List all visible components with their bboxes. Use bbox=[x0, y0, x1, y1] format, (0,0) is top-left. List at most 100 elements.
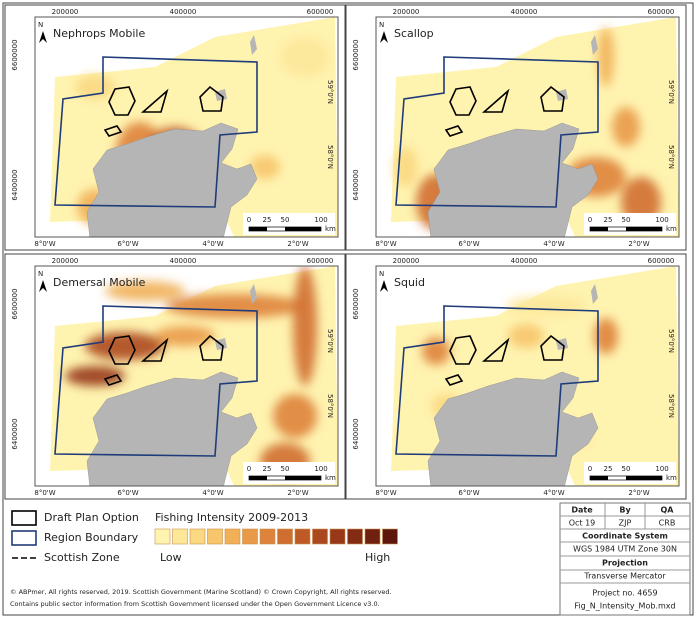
intensity-swatch bbox=[242, 528, 258, 545]
bottom-tick-label: 8°0'W bbox=[34, 240, 55, 248]
map-frame bbox=[375, 16, 680, 238]
top-tick-label: 600000 bbox=[307, 257, 334, 265]
map-panel: Demersal Mobile N 200000 400000 600000 660000… bbox=[4, 253, 346, 500]
right-tick-label: 59°0'N bbox=[667, 329, 675, 353]
top-tick-label: 200000 bbox=[393, 257, 420, 265]
right-tick-label: 58°0'N bbox=[326, 394, 334, 418]
info-value: ZJP bbox=[619, 519, 632, 528]
credit: Contains public sector information from … bbox=[10, 600, 380, 608]
right-tick-label: 58°0'N bbox=[667, 145, 675, 169]
draft-plan-option bbox=[199, 334, 224, 361]
bottom-tick-label: 6°0'W bbox=[117, 489, 138, 497]
intensity-swatch bbox=[224, 528, 241, 545]
north-label: N bbox=[38, 270, 43, 278]
scale-label: 100 bbox=[655, 465, 668, 473]
north-arrow bbox=[380, 280, 388, 292]
scale-bar-fill bbox=[626, 227, 662, 231]
draft-plan-option bbox=[140, 337, 169, 362]
info-value: Project no. 4659 bbox=[592, 589, 657, 598]
map-frame bbox=[34, 265, 339, 487]
scale-label: 0 bbox=[247, 465, 251, 473]
intensity-swatch bbox=[259, 528, 276, 545]
info-value: Transverse Mercator bbox=[583, 572, 666, 581]
heat-blob bbox=[280, 37, 330, 77]
scale-unit: km bbox=[666, 474, 677, 482]
heat-blob bbox=[75, 75, 115, 99]
bottom-tick-label: 8°0'W bbox=[34, 489, 55, 497]
info-value: WGS 1984 UTM Zone 30N bbox=[573, 545, 677, 554]
intensity-swatch bbox=[294, 528, 311, 545]
draft-plan-option bbox=[449, 86, 477, 116]
bottom-tick-label: 6°0'W bbox=[117, 240, 138, 248]
map-frame bbox=[34, 16, 339, 238]
scale-unit: km bbox=[325, 225, 336, 233]
heat-blob bbox=[598, 27, 614, 87]
left-tick-label: 6400000 bbox=[11, 169, 19, 200]
scale-label: 0 bbox=[247, 216, 251, 224]
region-boundary bbox=[54, 305, 258, 457]
bottom-tick-label: 4°0'W bbox=[543, 240, 564, 248]
map-panel: Scallop N 200000 400000 600000 6600000 6400000… bbox=[345, 4, 687, 251]
scale-label: 50 bbox=[281, 465, 290, 473]
intensity-swatch bbox=[364, 528, 381, 545]
heat-blob bbox=[65, 366, 125, 386]
scale-label: 25 bbox=[263, 465, 272, 473]
legend-draft-swatch bbox=[11, 510, 37, 526]
north-arrow bbox=[39, 31, 47, 43]
region-boundary bbox=[395, 305, 599, 457]
intensity-title: Fishing Intensity 2009-2013 bbox=[155, 511, 308, 524]
top-tick-label: 600000 bbox=[307, 8, 334, 16]
info-value: Fig_N_Intensity_Mob.mxd bbox=[574, 602, 675, 611]
scale-label: 100 bbox=[655, 216, 668, 224]
heat-blob bbox=[85, 332, 165, 360]
region-boundary bbox=[395, 56, 599, 208]
panel-title: Nephrops Mobile bbox=[53, 27, 145, 40]
bottom-tick-label: 2°0'W bbox=[287, 240, 308, 248]
scale-label: 25 bbox=[263, 216, 272, 224]
intensity-swatch bbox=[347, 528, 363, 545]
top-tick-label: 200000 bbox=[52, 8, 79, 16]
heat-blob bbox=[594, 318, 618, 354]
credit: © ABPmer, All rights reserved, 2019. Sco… bbox=[10, 588, 392, 596]
scale-label: 50 bbox=[281, 216, 290, 224]
island bbox=[591, 284, 598, 304]
scale-bar-fill bbox=[249, 476, 267, 480]
top-tick-label: 400000 bbox=[511, 8, 538, 16]
map-body bbox=[376, 17, 679, 237]
map-body bbox=[35, 17, 338, 237]
draft-plan-option bbox=[108, 86, 136, 116]
bottom-tick-label: 4°0'W bbox=[543, 489, 564, 497]
north-label: N bbox=[38, 21, 43, 29]
map-panel: Nephrops Mobile N 200000 400000 600000 660000… bbox=[4, 4, 346, 251]
draft-plan-option bbox=[444, 125, 464, 137]
intensity-swatch bbox=[172, 528, 188, 545]
scale-label: 25 bbox=[604, 465, 613, 473]
left-tick-label: 6600000 bbox=[11, 39, 19, 70]
intensity-swatch bbox=[207, 528, 223, 545]
scale-label: 50 bbox=[622, 216, 631, 224]
draft-plan-option bbox=[140, 88, 169, 113]
info-header: Date bbox=[571, 506, 593, 515]
scale-bar-fill bbox=[249, 227, 267, 231]
north-label: N bbox=[379, 270, 384, 278]
draft-plan-option bbox=[103, 374, 123, 386]
panel-title: Squid bbox=[394, 276, 425, 289]
scale-bar-fill bbox=[626, 476, 662, 480]
scale-bar-fill bbox=[285, 227, 321, 231]
info-frame bbox=[559, 502, 691, 616]
scale-label: 0 bbox=[588, 465, 592, 473]
map-panel: Squid N 200000 400000 600000 6600000 6400000 59… bbox=[345, 253, 687, 500]
scale-label: 50 bbox=[622, 465, 631, 473]
intensity-high: High bbox=[365, 551, 390, 564]
heat-blob bbox=[293, 266, 317, 386]
scale-bar-fill bbox=[590, 476, 608, 480]
draft-plan-option bbox=[540, 85, 565, 112]
right-tick-label: 59°0'N bbox=[326, 80, 334, 104]
heat-blob bbox=[250, 155, 280, 179]
heat-blob bbox=[273, 394, 317, 438]
bottom-tick-label: 6°0'W bbox=[458, 489, 479, 497]
scale-label: 100 bbox=[314, 216, 327, 224]
legend-label: Draft Plan Option bbox=[44, 511, 139, 524]
draft-plan-option bbox=[444, 374, 464, 386]
